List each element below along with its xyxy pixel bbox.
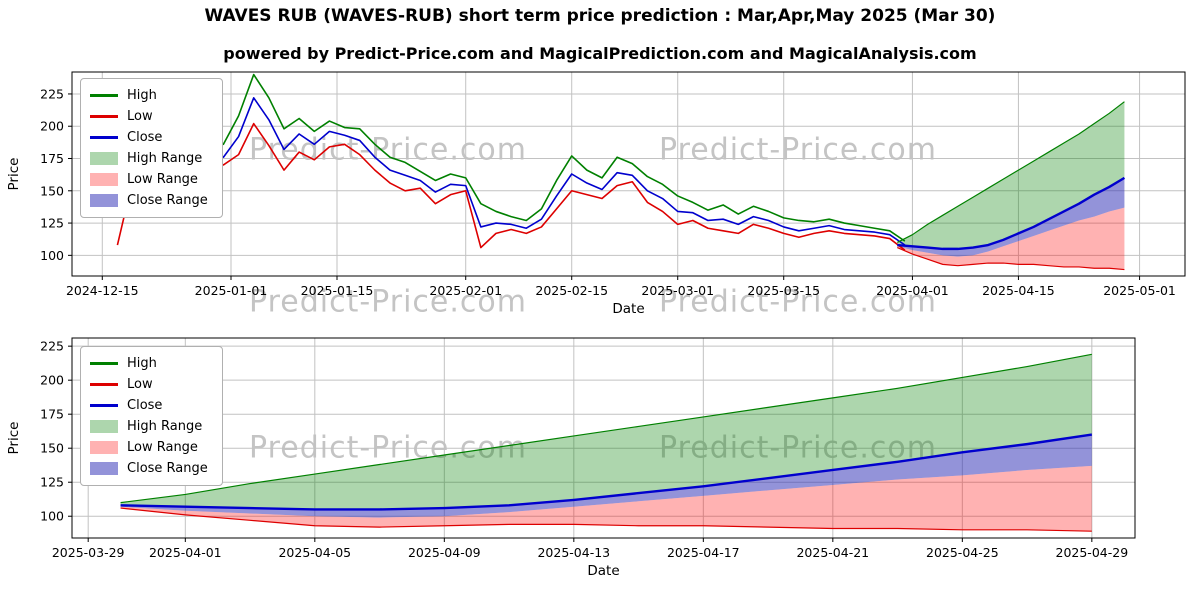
svg-text:125: 125 (40, 475, 64, 490)
svg-text:200: 200 (40, 373, 64, 388)
svg-text:Price: Price (6, 422, 22, 455)
chart-subtitle: powered by Predict-Price.com and Magical… (223, 44, 977, 63)
legend-label: High (127, 88, 157, 103)
legend-label: Low Range (127, 440, 198, 455)
legend-item: High Range (90, 416, 208, 437)
svg-text:2025-02-15: 2025-02-15 (535, 283, 608, 298)
bottom-chart: 100 125 150 175 200 225 2025-03-29 2025-04-01 20… (0, 325, 1200, 600)
close-line-swatch (90, 136, 118, 139)
legend-item: Close (90, 127, 208, 148)
legend-label: Close Range (127, 193, 208, 208)
legend-label: Low Range (127, 172, 198, 187)
legend-label: High (127, 356, 157, 371)
close-line-swatch (90, 404, 118, 407)
legend-item: High (90, 85, 208, 106)
svg-text:225: 225 (40, 339, 64, 354)
high-range-swatch (90, 420, 118, 433)
svg-text:2025-04-05: 2025-04-05 (278, 545, 351, 560)
legend-label: Close Range (127, 461, 208, 476)
svg-text:2025-03-15: 2025-03-15 (747, 283, 820, 298)
low-line-swatch (90, 115, 118, 118)
legend-label: Close (127, 130, 163, 145)
legend-item: High (90, 353, 208, 374)
svg-text:2025-03-01: 2025-03-01 (641, 283, 714, 298)
svg-text:200: 200 (40, 119, 64, 134)
svg-text:2025-04-25: 2025-04-25 (926, 545, 999, 560)
svg-text:2025-04-21: 2025-04-21 (796, 545, 869, 560)
chart-svg: 100 125 150 175 200 225 2025-03-29 2025-04-01 20… (6, 337, 1136, 579)
svg-text:125: 125 (40, 216, 64, 231)
high-line-swatch (90, 94, 118, 97)
top-chart: 100 125 150 175 200 225 2024-12-15 2025-01-01 20… (0, 66, 1200, 318)
svg-text:2025-04-01: 2025-04-01 (149, 545, 222, 560)
svg-text:100: 100 (40, 509, 64, 524)
svg-text:2024-12-15: 2024-12-15 (66, 283, 139, 298)
svg-text:150: 150 (40, 441, 64, 456)
low-range-swatch (90, 173, 118, 186)
legend-label: Close (127, 398, 163, 413)
low-line-swatch (90, 383, 118, 386)
svg-text:2025-04-17: 2025-04-17 (667, 545, 740, 560)
svg-text:2025-01-01: 2025-01-01 (195, 283, 268, 298)
legend-label: Low (127, 109, 153, 124)
svg-text:Price: Price (6, 158, 22, 191)
legend-bottom: High Low Close High Range Low Range Close Ran… (80, 346, 223, 486)
svg-text:150: 150 (40, 183, 64, 198)
high-line-swatch (90, 362, 118, 365)
svg-text:175: 175 (40, 151, 64, 166)
legend-item: High Range (90, 148, 208, 169)
svg-text:Date: Date (587, 563, 619, 579)
low-range-swatch (90, 441, 118, 454)
legend-item: Low Range (90, 169, 208, 190)
watermark-text: Predict-Price.com (659, 132, 937, 168)
legend-label: High Range (127, 151, 203, 166)
chart-svg: 100 125 150 175 200 225 2024-12-15 2025-01-01 20… (6, 71, 1186, 317)
high-range-swatch (90, 152, 118, 165)
close-range-swatch (90, 194, 118, 207)
svg-text:2025-02-01: 2025-02-01 (429, 283, 502, 298)
svg-text:225: 225 (40, 86, 64, 101)
svg-text:2025-05-01: 2025-05-01 (1103, 283, 1176, 298)
svg-text:2025-04-01: 2025-04-01 (876, 283, 949, 298)
svg-text:Date: Date (612, 301, 644, 317)
svg-text:2025-03-29: 2025-03-29 (52, 545, 125, 560)
legend-item: Low (90, 106, 208, 127)
legend-item: Low Range (90, 437, 208, 458)
legend-item: Close (90, 395, 208, 416)
watermark-text: Predict-Price.com (659, 284, 937, 320)
svg-text:2025-04-13: 2025-04-13 (537, 545, 610, 560)
legend-label: Low (127, 377, 153, 392)
svg-text:2025-01-15: 2025-01-15 (301, 283, 374, 298)
legend-item: Close Range (90, 458, 208, 479)
svg-text:2025-04-29: 2025-04-29 (1056, 545, 1129, 560)
close-range-swatch (90, 462, 118, 475)
chart-title: WAVES RUB (WAVES-RUB) short term price p… (204, 6, 996, 26)
svg-text:2025-04-15: 2025-04-15 (982, 283, 1055, 298)
svg-text:100: 100 (40, 248, 64, 263)
legend-item: Close Range (90, 190, 208, 211)
legend-top: High Low Close High Range Low Range Close Ran… (80, 78, 223, 218)
legend-label: High Range (127, 419, 203, 434)
svg-text:2025-04-09: 2025-04-09 (408, 545, 481, 560)
watermark-text: Predict-Price.com (249, 284, 527, 320)
legend-item: Low (90, 374, 208, 395)
svg-text:175: 175 (40, 407, 64, 422)
